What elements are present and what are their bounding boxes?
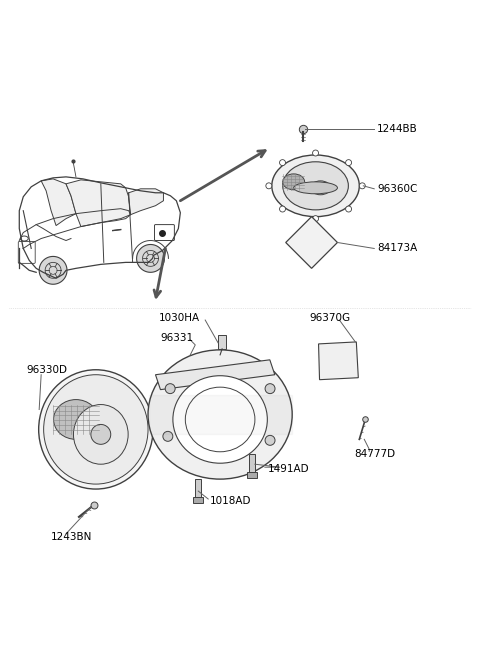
Text: 1030HA: 1030HA [159, 313, 200, 323]
Text: 84777D: 84777D [354, 449, 396, 459]
Polygon shape [41, 179, 76, 225]
Ellipse shape [91, 424, 111, 444]
Circle shape [266, 183, 272, 189]
Circle shape [312, 215, 319, 221]
Polygon shape [137, 244, 165, 272]
Text: 96360C: 96360C [377, 184, 418, 194]
Circle shape [265, 384, 275, 394]
Ellipse shape [283, 162, 348, 210]
Polygon shape [195, 479, 201, 497]
Ellipse shape [311, 181, 330, 195]
Polygon shape [129, 189, 164, 215]
Text: 96331: 96331 [160, 333, 193, 343]
Ellipse shape [54, 400, 98, 440]
Text: 96370G: 96370G [310, 313, 351, 323]
Circle shape [360, 183, 365, 189]
Ellipse shape [283, 174, 305, 190]
Ellipse shape [173, 376, 267, 463]
Ellipse shape [39, 370, 153, 489]
Circle shape [346, 206, 351, 212]
Ellipse shape [44, 375, 148, 484]
Circle shape [312, 150, 319, 156]
Circle shape [165, 384, 175, 394]
Text: 1491AD: 1491AD [268, 464, 310, 474]
Circle shape [279, 206, 286, 212]
Circle shape [346, 160, 351, 166]
Ellipse shape [148, 350, 292, 479]
Polygon shape [193, 497, 203, 503]
Polygon shape [218, 335, 226, 349]
Text: 96330D: 96330D [26, 365, 67, 375]
Ellipse shape [73, 405, 128, 464]
Text: 84173A: 84173A [377, 244, 418, 253]
Text: 1243BN: 1243BN [51, 532, 93, 542]
Polygon shape [286, 217, 337, 269]
Polygon shape [66, 180, 131, 227]
Circle shape [279, 160, 286, 166]
Circle shape [163, 432, 173, 441]
Ellipse shape [272, 155, 360, 217]
Polygon shape [249, 455, 255, 472]
Polygon shape [39, 256, 67, 284]
Polygon shape [247, 472, 257, 478]
Text: 1244BB: 1244BB [377, 124, 418, 134]
Polygon shape [156, 360, 275, 390]
Polygon shape [319, 342, 358, 380]
Ellipse shape [294, 182, 337, 194]
Text: 1018AD: 1018AD [210, 496, 252, 506]
Circle shape [265, 436, 275, 445]
